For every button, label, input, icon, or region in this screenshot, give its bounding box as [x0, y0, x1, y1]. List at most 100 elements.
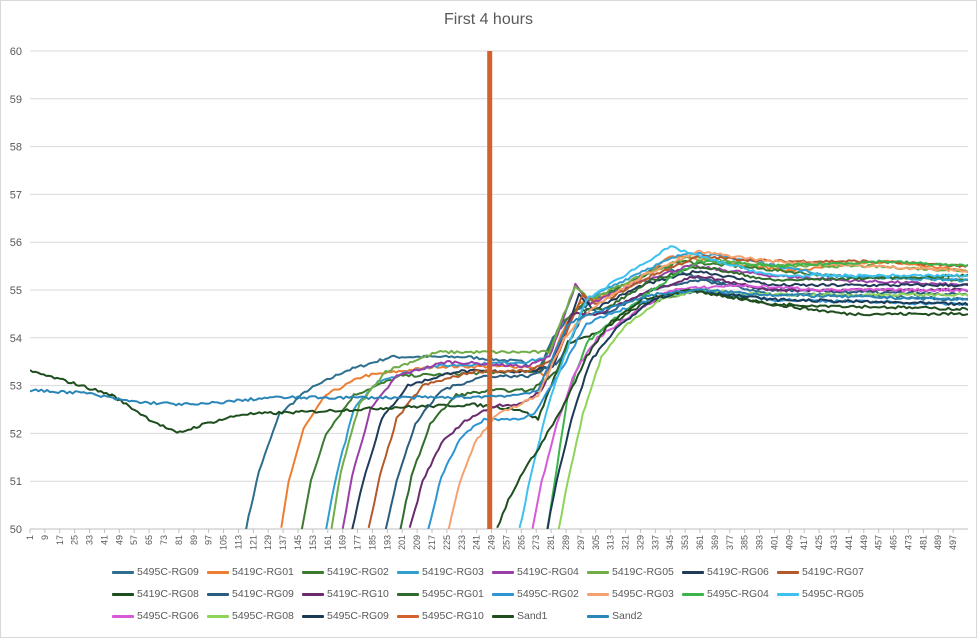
- x-tick-label: 25: [70, 535, 80, 545]
- legend-item: Sand2: [587, 607, 682, 625]
- legend-item: 5495C-RG10: [397, 607, 492, 625]
- x-tick-label: 177: [353, 535, 363, 550]
- x-tick-label: 393: [755, 535, 765, 550]
- x-tick-label: 385: [740, 535, 750, 550]
- y-tick-label: 50: [10, 524, 22, 536]
- series-line: [30, 288, 968, 407]
- y-tick-label: 60: [10, 46, 22, 58]
- x-tick-label: 377: [725, 535, 735, 550]
- legend-item: 5495C-RG05: [777, 585, 872, 603]
- legend-item: 5495C-RG04: [682, 585, 777, 603]
- x-tick-label: 201: [397, 535, 407, 550]
- legend-label: 5419C-RG10: [327, 588, 389, 600]
- x-tick-label: 17: [55, 535, 65, 545]
- x-tick-label: 185: [367, 535, 377, 550]
- y-tick-label: 51: [10, 476, 22, 488]
- x-tick-label: 353: [680, 535, 690, 550]
- legend-label: Sand2: [612, 610, 643, 622]
- x-tick-label: 329: [635, 535, 645, 550]
- x-tick-label: 289: [561, 535, 571, 550]
- legend-swatch: [397, 570, 419, 574]
- y-tick-label: 56: [10, 237, 22, 249]
- y-tick-label: 57: [10, 189, 22, 201]
- y-axis-ticks: 50 51 52 53 54 55 56 57 58 59 60: [10, 46, 22, 536]
- legend-item: 5419C-RG09: [207, 585, 302, 603]
- legend-label: 5495C-RG09: [137, 566, 199, 578]
- x-tick-label: 449: [859, 535, 869, 550]
- legend-label: 5419C-RG07: [802, 566, 864, 578]
- legend-item: 5495C-RG03: [587, 585, 682, 603]
- legend-item: 5419C-RG02: [302, 563, 397, 581]
- legend-label: 5419C-RG05: [612, 566, 674, 578]
- x-tick-label: 1: [25, 535, 35, 540]
- legend-label: 5419C-RG09: [232, 588, 294, 600]
- x-tick-label: 345: [665, 535, 675, 550]
- legend-swatch: [397, 614, 419, 618]
- x-tick-label: 233: [457, 535, 467, 550]
- legend-swatch: [587, 614, 609, 618]
- x-tick-label: 153: [308, 535, 318, 550]
- series-line: [384, 278, 968, 529]
- x-tick-label: 489: [933, 535, 943, 550]
- x-tick-label: 473: [903, 535, 913, 550]
- legend-swatch: [302, 614, 324, 618]
- y-tick-label: 59: [10, 94, 22, 106]
- x-tick-label: 433: [829, 535, 839, 550]
- legend-swatch: [207, 570, 229, 574]
- legend-swatch: [112, 570, 134, 574]
- legend-item: 5419C-RG05: [587, 563, 682, 581]
- x-tick-label: 409: [784, 535, 794, 550]
- x-tick-label: 297: [576, 535, 586, 550]
- legend-label: 5495C-RG05: [802, 588, 864, 600]
- x-tick-label: 441: [844, 535, 854, 550]
- series-line: [496, 288, 968, 529]
- legend-label: 5419C-RG06: [707, 566, 769, 578]
- legend-swatch: [112, 592, 134, 596]
- x-tick-label: 193: [382, 535, 392, 550]
- x-tick-label: 361: [695, 535, 705, 550]
- x-tick-label: 313: [606, 535, 616, 550]
- y-tick-label: 55: [10, 285, 22, 297]
- x-tick-label: 337: [650, 535, 660, 550]
- y-tick-label: 58: [10, 142, 22, 154]
- legend-swatch: [682, 592, 704, 596]
- legend-item: 5419C-RG06: [682, 563, 777, 581]
- series-lines: [30, 51, 968, 529]
- legend-item: 5419C-RG01: [207, 563, 302, 581]
- legend-item: 5419C-RG03: [397, 563, 492, 581]
- legend-swatch: [207, 614, 229, 618]
- x-tick-label: 81: [174, 535, 184, 545]
- legend-swatch: [492, 614, 514, 618]
- y-tick-label: 54: [10, 333, 22, 345]
- legend-label: 5495C-RG02: [517, 588, 579, 600]
- legend-item: 5419C-RG07: [777, 563, 872, 581]
- legend-swatch: [112, 614, 134, 618]
- series-line: [351, 270, 968, 529]
- legend-label: 5419C-RG04: [517, 566, 579, 578]
- x-tick-label: 417: [799, 535, 809, 550]
- legend-label: 5495C-RG06: [137, 610, 199, 622]
- legend-label: 5495C-RG08: [232, 610, 294, 622]
- x-tick-label: 249: [487, 535, 497, 550]
- legend-item: 5419C-RG10: [302, 585, 397, 603]
- legend-swatch: [207, 592, 229, 596]
- x-tick-label: 89: [189, 535, 199, 545]
- x-tick-label: 305: [591, 535, 601, 550]
- legend-item: 5419C-RG08: [112, 585, 207, 603]
- legend-item: Sand1: [492, 607, 587, 625]
- x-tick-label: 369: [710, 535, 720, 550]
- legend-label: 5495C-RG09: [327, 610, 389, 622]
- x-tick-label: 225: [442, 535, 452, 550]
- x-tick-label: 65: [144, 535, 154, 545]
- legend-item: 5495C-RG09: [302, 607, 397, 625]
- legend-swatch: [302, 570, 324, 574]
- legend-label: 5419C-RG03: [422, 566, 484, 578]
- legend-item: 5495C-RG06: [112, 607, 207, 625]
- x-tick-label: 497: [948, 535, 958, 550]
- series-line: [546, 259, 968, 529]
- legend-swatch: [587, 592, 609, 596]
- x-tick-label: 169: [338, 535, 348, 550]
- x-tick-label: 273: [531, 535, 541, 550]
- series-line: [447, 249, 968, 529]
- legend-label: 5495C-RG10: [422, 610, 484, 622]
